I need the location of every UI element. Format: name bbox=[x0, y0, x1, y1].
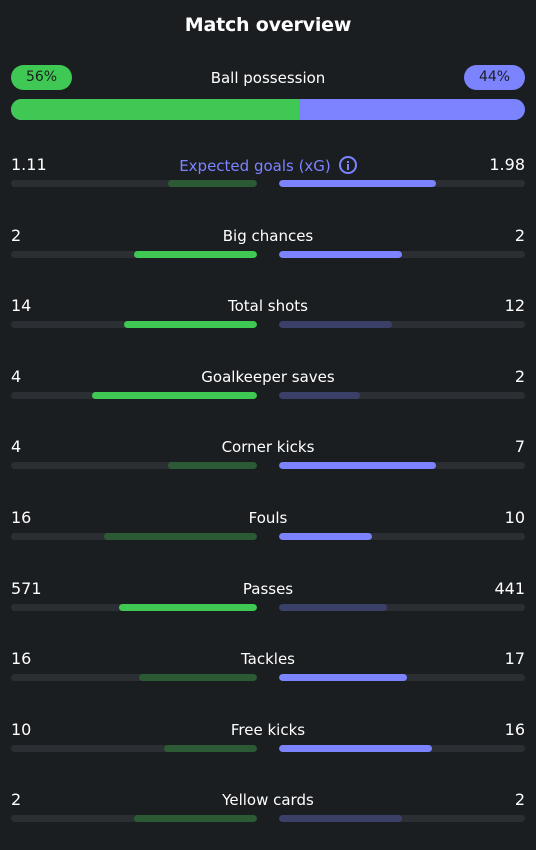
stat-away-value: 2 bbox=[514, 790, 525, 809]
stat-home-value: 2 bbox=[11, 790, 22, 809]
stat-home-value: 571 bbox=[11, 579, 42, 598]
stat-away-bar bbox=[279, 815, 402, 822]
stat-home-track bbox=[11, 321, 257, 328]
stat-label: Total shots bbox=[11, 297, 525, 315]
stat-home-track bbox=[11, 392, 257, 399]
stat-row: 4 Corner kicks 7 bbox=[11, 437, 525, 483]
stat-home-value: 16 bbox=[11, 649, 32, 668]
stat-away-bar bbox=[279, 392, 361, 399]
stat-label-text: Tackles bbox=[240, 650, 296, 668]
stat-label: Goalkeeper saves bbox=[11, 368, 525, 386]
stat-home-value: 4 bbox=[11, 437, 22, 456]
page-title: Match overview bbox=[184, 14, 352, 36]
stat-label-text: Total shots bbox=[228, 297, 308, 315]
stat-away-value: 10 bbox=[504, 508, 525, 527]
stat-away-track bbox=[279, 180, 525, 187]
stat-label-text: Passes bbox=[242, 580, 294, 598]
stat-away-bar bbox=[279, 745, 432, 752]
stat-away-track bbox=[279, 745, 525, 752]
stat-home-value: 1.11 bbox=[11, 155, 47, 174]
stat-home-track bbox=[11, 815, 257, 822]
stat-label-text: Big chances bbox=[222, 227, 314, 245]
stat-row: 16 Fouls 10 bbox=[11, 508, 525, 554]
possession-bar bbox=[11, 99, 525, 120]
stat-away-value: 2 bbox=[514, 367, 525, 386]
stat-label: Passes bbox=[11, 580, 525, 598]
stat-away-value: 2 bbox=[514, 226, 525, 245]
stat-away-track bbox=[279, 604, 525, 611]
stat-label: Corner kicks bbox=[11, 438, 525, 456]
stat-away-value: 1.98 bbox=[489, 155, 525, 174]
stat-home-bar bbox=[134, 251, 257, 258]
stat-away-value: 16 bbox=[504, 720, 525, 739]
stat-row: 14 Total shots 12 bbox=[11, 296, 525, 342]
stat-home-value: 16 bbox=[11, 508, 32, 527]
stat-away-bar bbox=[279, 321, 393, 328]
stat-home-bar bbox=[124, 321, 257, 328]
possession-label: Ball possession bbox=[210, 69, 326, 87]
stat-label: Free kicks bbox=[11, 721, 525, 739]
stat-home-value: 14 bbox=[11, 296, 32, 315]
stat-away-value: 17 bbox=[504, 649, 525, 668]
stat-away-track bbox=[279, 674, 525, 681]
stat-home-track bbox=[11, 462, 257, 469]
stat-away-bar bbox=[279, 180, 437, 187]
possession-header: 56% Ball possession 44% bbox=[11, 65, 525, 91]
away-possession-badge: 44% bbox=[464, 65, 525, 90]
stat-home-bar bbox=[163, 745, 257, 752]
stat-home-bar bbox=[92, 392, 257, 399]
stat-home-value: 10 bbox=[11, 720, 32, 739]
stat-label: Fouls bbox=[11, 509, 525, 527]
stat-away-track bbox=[279, 251, 525, 258]
stat-away-bar bbox=[279, 674, 407, 681]
stat-away-track bbox=[279, 533, 525, 540]
stat-label-text: Corner kicks bbox=[221, 438, 315, 456]
stat-away-bar bbox=[279, 604, 388, 611]
stat-home-track bbox=[11, 251, 257, 258]
stat-away-track bbox=[279, 321, 525, 328]
stat-row: 571 Passes 441 bbox=[11, 579, 525, 625]
stat-home-track bbox=[11, 745, 257, 752]
stat-away-value: 441 bbox=[494, 579, 525, 598]
stat-away-bar bbox=[279, 251, 402, 258]
stat-label-text: Fouls bbox=[248, 509, 288, 527]
stat-home-track bbox=[11, 533, 257, 540]
stat-home-bar bbox=[168, 180, 257, 187]
stat-away-track bbox=[279, 815, 525, 822]
stat-row: 4 Goalkeeper saves 2 bbox=[11, 367, 525, 413]
stat-away-track bbox=[279, 392, 525, 399]
stat-home-bar bbox=[134, 815, 257, 822]
home-possession-badge: 56% bbox=[11, 65, 72, 90]
info-icon[interactable] bbox=[338, 156, 357, 174]
stat-label-text: Goalkeeper saves bbox=[201, 368, 335, 386]
stat-label: Tackles bbox=[11, 650, 525, 668]
stat-row: 16 Tackles 17 bbox=[11, 649, 525, 695]
stat-away-bar bbox=[279, 462, 437, 469]
stat-home-track bbox=[11, 674, 257, 681]
stat-home-bar bbox=[104, 533, 257, 540]
stat-label: Yellow cards bbox=[11, 791, 525, 809]
stat-label-text: Yellow cards bbox=[222, 791, 314, 809]
stat-away-track bbox=[279, 462, 525, 469]
stat-row: 2 Yellow cards 2 bbox=[11, 790, 525, 836]
stat-away-value: 12 bbox=[504, 296, 525, 315]
stat-home-bar bbox=[119, 604, 257, 611]
stat-home-track bbox=[11, 180, 257, 187]
stat-home-value: 4 bbox=[11, 367, 22, 386]
stat-home-value: 2 bbox=[11, 226, 22, 245]
stat-label: Big chances bbox=[11, 227, 525, 245]
stat-home-bar bbox=[168, 462, 257, 469]
stat-row: 2 Big chances 2 bbox=[11, 226, 525, 272]
stat-label-text: Expected goals (xG) bbox=[179, 157, 331, 175]
stat-home-track bbox=[11, 604, 257, 611]
stat-label[interactable]: Expected goals (xG) bbox=[11, 156, 525, 175]
stat-row: 10 Free kicks 16 bbox=[11, 720, 525, 766]
stat-label-text: Free kicks bbox=[230, 721, 306, 739]
stat-away-bar bbox=[279, 533, 373, 540]
stat-away-value: 7 bbox=[514, 437, 525, 456]
stat-row: 1.11 Expected goals (xG) 1.98 bbox=[11, 155, 525, 201]
stat-home-bar bbox=[138, 674, 257, 681]
possession-bar-home bbox=[11, 99, 299, 120]
